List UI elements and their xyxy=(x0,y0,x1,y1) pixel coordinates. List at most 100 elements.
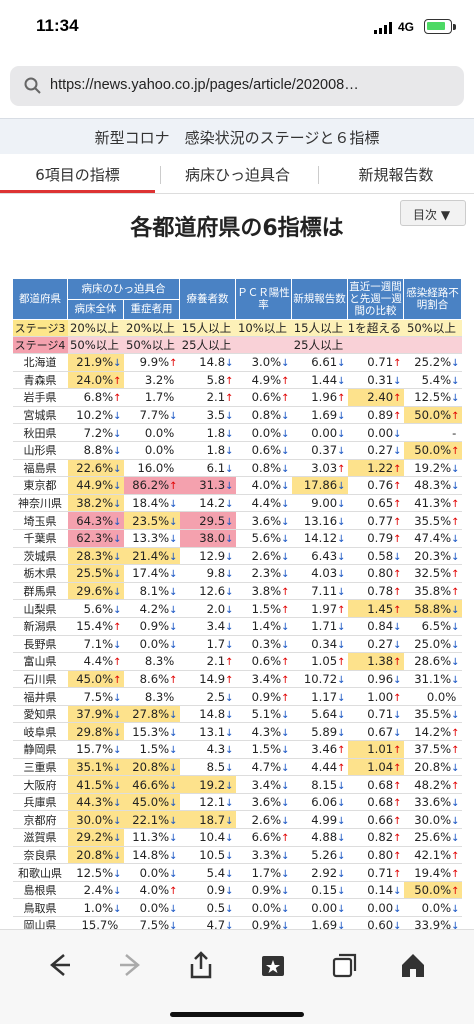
up-arrow-icon: ↑ xyxy=(393,393,402,405)
down-arrow-icon: ↓ xyxy=(281,850,290,862)
stage-threshold: 50%以上 xyxy=(403,319,462,337)
down-arrow-icon: ↓ xyxy=(337,780,346,792)
bookmarks-icon[interactable] xyxy=(258,950,288,980)
tabs-icon[interactable] xyxy=(330,950,360,980)
indicator-cell: 0.0% xyxy=(123,423,180,442)
indicator-cell: 29.8%↓ xyxy=(67,722,124,742)
indicator-cell: 0.00↓ xyxy=(347,423,404,442)
indicator-cell: 1.45↑ xyxy=(347,599,404,618)
indicator-cell: 9.00↓ xyxy=(291,494,348,513)
down-arrow-icon: ↓ xyxy=(337,587,346,599)
up-arrow-icon: ↑ xyxy=(393,833,402,845)
header-pref: 都道府県 xyxy=(12,278,68,320)
indicator-cell: 33.6%↓ xyxy=(403,793,462,812)
down-arrow-icon: ↓ xyxy=(393,551,402,563)
down-arrow-icon: ↓ xyxy=(337,868,346,880)
toc-button[interactable]: 目次 ▼ xyxy=(400,200,466,226)
indicator-cell: 15.4%↑ xyxy=(67,617,124,636)
url-text[interactable]: https://news.yahoo.co.jp/pages/article/2… xyxy=(50,77,359,93)
indicator-cell: 0.34↓ xyxy=(291,635,348,654)
indicator-cell: 6.61↓ xyxy=(291,353,348,372)
indicator-cell: 0.8%↓ xyxy=(235,406,292,425)
down-arrow-icon: ↓ xyxy=(451,903,460,915)
down-arrow-icon: ↓ xyxy=(281,358,290,370)
indicator-cell: 15.7% xyxy=(67,916,124,929)
indicator-cell: 45.0%↓ xyxy=(123,793,180,812)
indicator-cell: 19.4%↑ xyxy=(403,863,462,882)
indicator-cell: 1.7↓ xyxy=(179,635,236,654)
indicator-cell: 1.5%↑ xyxy=(235,599,292,618)
indicator-cell: 4.3↓ xyxy=(179,740,236,759)
stage-label: ステージ4 xyxy=(12,336,68,354)
up-arrow-icon: ↑ xyxy=(393,692,402,704)
indicator-cell: 4.03↓ xyxy=(291,564,348,583)
down-arrow-icon: ↓ xyxy=(281,569,290,581)
indicator-cell: 32.5%↑ xyxy=(403,564,462,583)
down-arrow-icon: ↓ xyxy=(393,622,402,634)
indicator-cell: 4.9%↑ xyxy=(235,371,292,390)
indicator-cell: 18.7↓ xyxy=(179,810,236,830)
indicator-cell: 45.0%↑ xyxy=(67,670,124,689)
indicator-cell: 3.4↓ xyxy=(179,617,236,636)
tab-bed-status[interactable]: 病床ひっ迫具合 xyxy=(184,166,290,184)
indicator-cell: 6.5%↓ xyxy=(403,617,462,636)
prefecture-name: 栃木県 xyxy=(12,564,68,583)
indicator-cell: 2.4%↓ xyxy=(67,881,124,900)
prefecture-name: 岩手県 xyxy=(12,388,68,407)
indicator-cell: 21.9%↓ xyxy=(67,353,124,372)
address-bar[interactable]: https://news.yahoo.co.jp/pages/article/2… xyxy=(10,66,464,106)
indicator-cell: 12.1↓ xyxy=(179,793,236,812)
indicator-cell: 35.5%↑ xyxy=(403,511,462,530)
down-arrow-icon: ↓ xyxy=(169,551,178,563)
prefecture-name: 和歌山県 xyxy=(12,863,68,882)
down-arrow-icon: ↓ xyxy=(337,622,346,634)
indicator-cell: 0.78↑ xyxy=(347,582,404,601)
indicator-cell: 27.8%↓ xyxy=(123,705,180,724)
indicator-cell: 1.8↓ xyxy=(179,423,236,442)
indicator-cell: 28.6%↓ xyxy=(403,652,462,671)
article-title: 各都道府県の6指標は xyxy=(130,216,344,241)
back-icon[interactable] xyxy=(44,950,74,980)
up-arrow-icon: ↑ xyxy=(451,446,460,458)
stage-threshold xyxy=(403,336,462,354)
indicator-cell: 5.64↓ xyxy=(291,705,348,724)
up-arrow-icon: ↑ xyxy=(393,463,402,475)
prefecture-name: 宮城県 xyxy=(12,406,68,425)
down-arrow-icon: ↓ xyxy=(281,762,290,774)
indicator-cell: 50.0%↑ xyxy=(403,406,462,425)
indicator-cell: 0.00↓ xyxy=(291,898,348,917)
up-arrow-icon: ↑ xyxy=(281,692,290,704)
indicator-cell: 3.6%↓ xyxy=(235,511,292,530)
indicator-cell: 5.1%↓ xyxy=(235,705,292,724)
share-icon[interactable] xyxy=(186,950,216,980)
indicator-cell: 5.6%↓ xyxy=(67,599,124,618)
indicator-cell: 19.2%↓ xyxy=(403,459,462,478)
indicator-cell: 0.0%↓ xyxy=(403,898,462,917)
indicator-cell: 0.31↓ xyxy=(347,371,404,390)
down-arrow-icon: ↓ xyxy=(337,516,346,528)
forward-icon[interactable] xyxy=(116,950,146,980)
home-icon[interactable] xyxy=(398,950,428,980)
down-arrow-icon: ↓ xyxy=(225,780,234,792)
indicator-cell: 33.9%↓ xyxy=(403,916,462,929)
indicator-cell: 1.96↑ xyxy=(291,388,348,407)
indicator-cell: 0.9%↓ xyxy=(123,617,180,636)
indicator-cell: 14.2%↑ xyxy=(403,722,462,742)
down-arrow-icon: ↓ xyxy=(113,850,122,862)
down-arrow-icon: ↓ xyxy=(451,798,460,810)
tab-six-indicators[interactable]: 6項目の指標 xyxy=(35,166,120,184)
indicator-cell: 42.1%↑ xyxy=(403,846,462,865)
up-arrow-icon: ↑ xyxy=(281,587,290,599)
indicator-cell: 1.05↑ xyxy=(291,652,348,671)
stage-threshold: 15人以上 xyxy=(291,319,348,337)
prefecture-name: 青森県 xyxy=(12,371,68,390)
table-row: 福井県 7.5%↓ 8.3% 2.5↓ 0.9%↑ 1.17↓ 1.00↑ 0.0% xyxy=(12,687,462,706)
indicator-cell: 2.0↓ xyxy=(179,599,236,618)
indicator-cell: 4.0%↓ xyxy=(235,476,292,495)
indicator-cell: 1.22↑ xyxy=(347,459,404,478)
down-arrow-icon: ↓ xyxy=(225,727,234,739)
down-arrow-icon: ↓ xyxy=(113,639,122,651)
tab-new-cases[interactable]: 新規報告数 xyxy=(358,166,434,184)
up-arrow-icon: ↑ xyxy=(451,745,460,757)
up-arrow-icon: ↑ xyxy=(169,886,178,898)
